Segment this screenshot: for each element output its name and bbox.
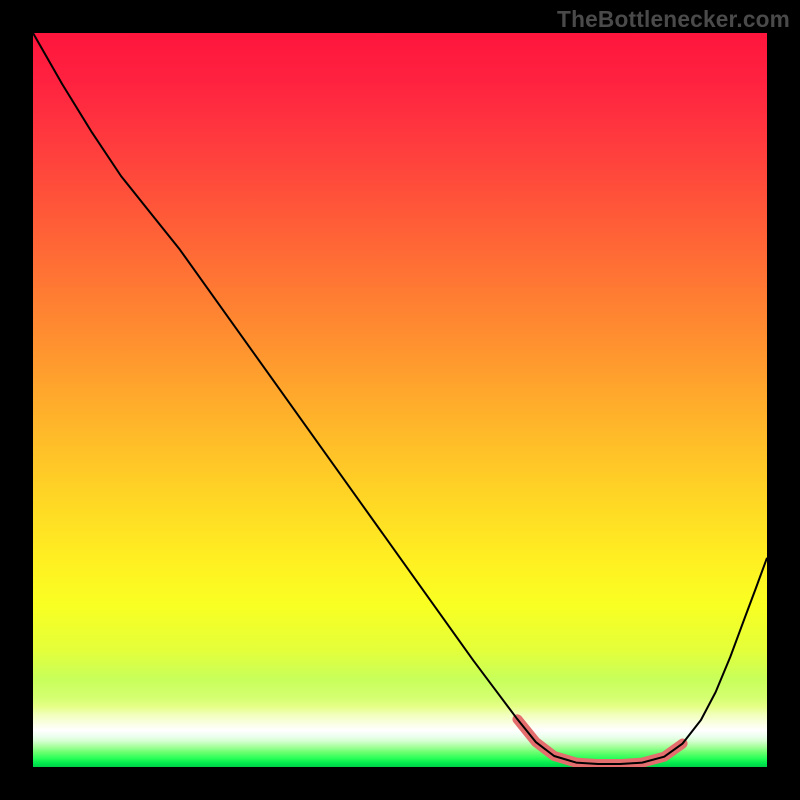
plot-area (33, 33, 767, 767)
stage: TheBottlenecker.com (0, 0, 800, 800)
gradient-background (33, 33, 767, 767)
watermark-text: TheBottlenecker.com (557, 6, 790, 33)
chart-svg (33, 33, 767, 767)
